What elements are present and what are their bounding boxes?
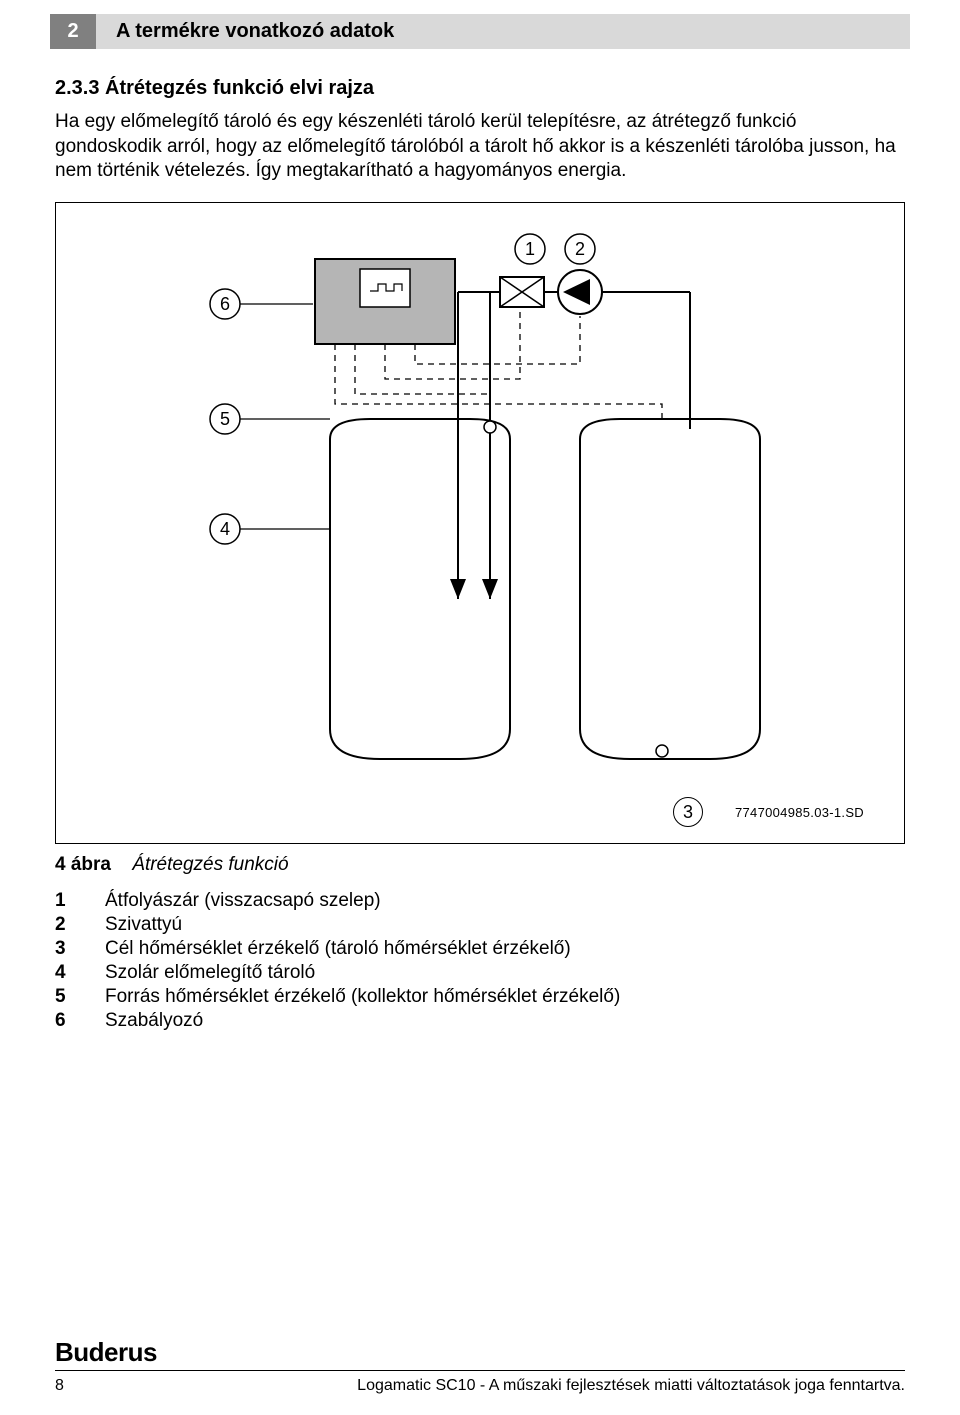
legend-num: 5 [55,986,105,1008]
svg-text:1: 1 [525,239,535,259]
callout-5: 5 [210,404,240,434]
legend-row: 5 Forrás hőmérséklet érzékelő (kollektor… [55,986,905,1008]
subsection-heading: 2.3.3 Átrétegzés funkció elvi rajza [55,77,905,100]
brand-logo-text: Buderus [55,1337,905,1368]
legend-text: Szabályozó [105,1010,905,1032]
callout-2: 2 [565,234,595,264]
footer-right-text: Logamatic SC10 - A műszaki fejlesztések … [357,1377,905,1395]
page-number: 8 [55,1377,64,1395]
legend-row: 1 Átfolyászár (visszacsapó szelep) [55,890,905,912]
legend-text: Szolár előmelegítő tároló [105,962,905,984]
legend-row: 3 Cél hőmérséklet érzékelő (tároló hőmér… [55,938,905,960]
legend-num: 4 [55,962,105,984]
legend: 1 Átfolyászár (visszacsapó szelep) 2 Szi… [55,890,905,1032]
legend-text: Forrás hőmérséklet érzékelő (kollektor h… [105,986,905,1008]
callout-6: 6 [210,289,240,319]
figure-caption-prefix: 4 ábra [55,854,111,875]
legend-num: 6 [55,1010,105,1032]
legend-row: 6 Szabályozó [55,1010,905,1032]
legend-row: 2 Szivattyú [55,914,905,936]
figure-caption: 4 ábra Átrétegzés funkció [55,854,905,876]
figure-id: 7747004985.03-1.SD [735,805,864,820]
svg-text:6: 6 [220,294,230,314]
figure-frame: 1 2 6 5 [55,202,905,844]
callout-1: 1 [515,234,545,264]
page-footer: Buderus 8 Logamatic SC10 - A műszaki fej… [55,1337,905,1395]
section-number: 2 [50,14,96,49]
svg-text:5: 5 [220,409,230,429]
schematic-diagram: 1 2 6 5 [160,229,800,789]
callout-4: 4 [210,514,240,544]
legend-num: 1 [55,890,105,912]
legend-text: Cél hőmérséklet érzékelő (tároló hőmérsé… [105,938,905,960]
legend-text: Szivattyú [105,914,905,936]
figure-caption-text: Átrétegzés funkció [132,854,288,875]
svg-text:2: 2 [575,239,585,259]
legend-num: 2 [55,914,105,936]
svg-text:4: 4 [220,519,230,539]
body-paragraph: Ha egy előmelegítő tároló és egy készenl… [55,110,905,184]
legend-text: Átfolyászár (visszacsapó szelep) [105,890,905,912]
callout-3: 3 [673,797,703,827]
legend-num: 3 [55,938,105,960]
legend-row: 4 Szolár előmelegítő tároló [55,962,905,984]
section-title: A termékre vonatkozó adatok [96,14,910,49]
section-header: 2 A termékre vonatkozó adatok [50,14,910,49]
